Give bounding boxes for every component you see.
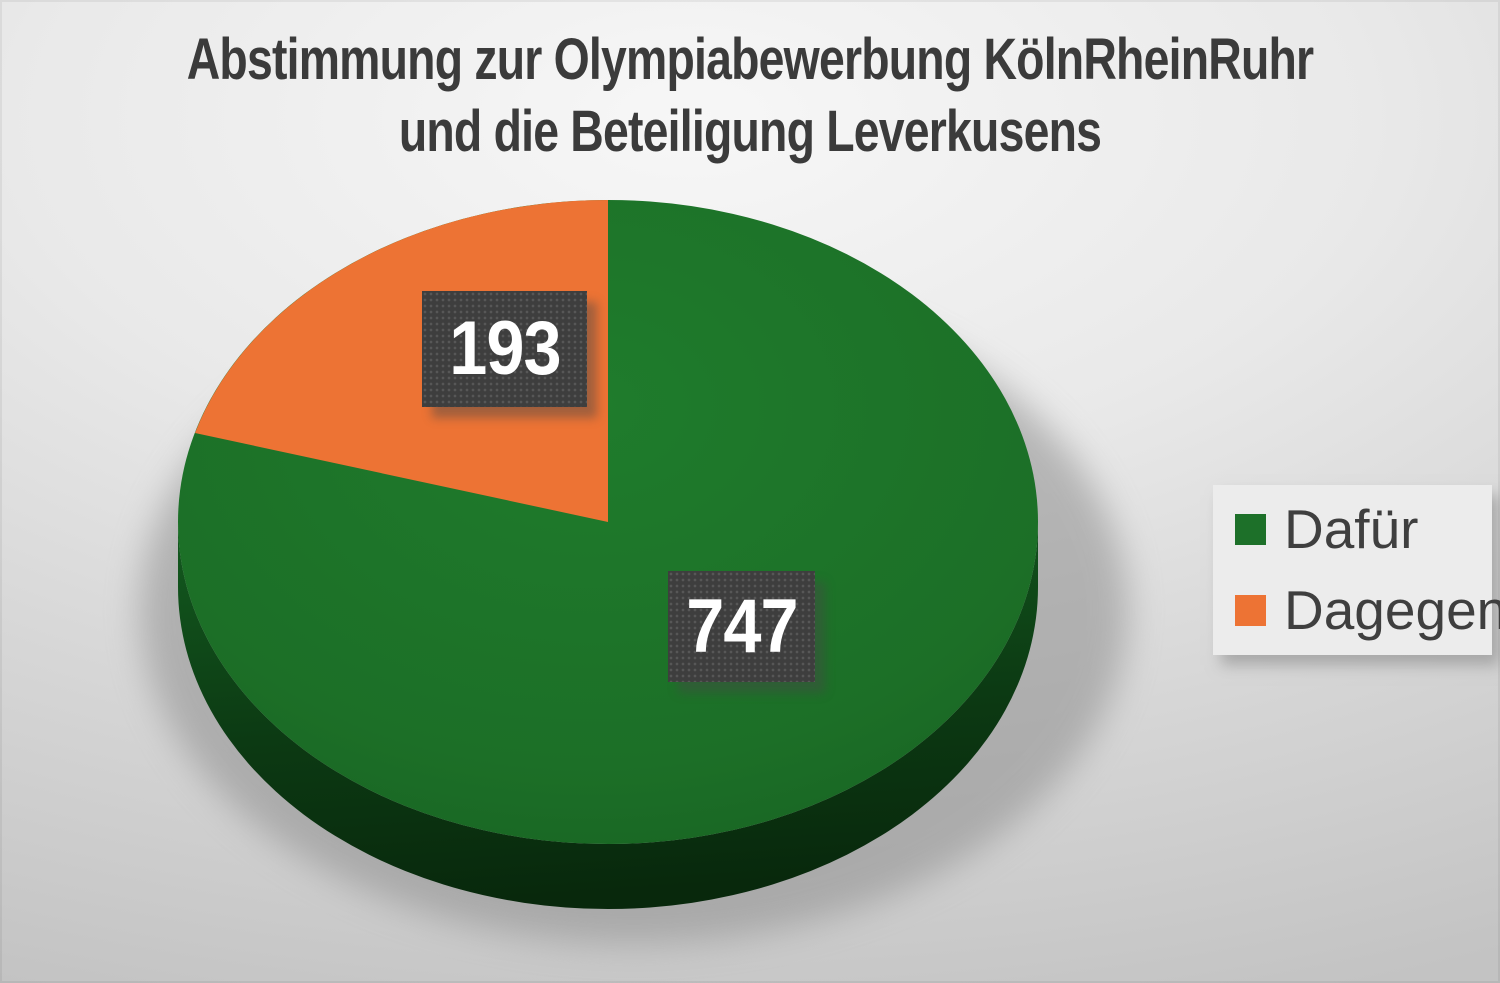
legend-item-dagegen: Dagegen bbox=[1235, 583, 1500, 638]
data-label-dagegen-value: 193 bbox=[448, 306, 561, 391]
legend-label-dafur: Dafür bbox=[1284, 498, 1419, 560]
legend: Dafür Dagegen bbox=[1213, 485, 1500, 655]
data-label-dafur: 747 bbox=[668, 571, 815, 682]
legend-label-dagegen: Dagegen bbox=[1284, 579, 1500, 641]
legend-item-dafur: Dafür bbox=[1235, 502, 1492, 557]
legend-swatch-dagegen-icon bbox=[1235, 595, 1266, 626]
chart-title-line-1: Abstimmung zur Olympiabewerbung KölnRhei… bbox=[186, 27, 1314, 92]
chart-title: Abstimmung zur Olympiabewerbung KölnRhei… bbox=[150, 24, 1350, 168]
pie-side-wall bbox=[178, 522, 1038, 909]
data-label-dagegen: 193 bbox=[422, 291, 587, 407]
chart-title-line-2: und die Beteiligung Leverkusens bbox=[398, 99, 1102, 164]
pie-slice-dagegen bbox=[195, 200, 608, 522]
data-label-dafur-value: 747 bbox=[685, 583, 798, 669]
legend-swatch-dafur-icon bbox=[1235, 514, 1266, 545]
